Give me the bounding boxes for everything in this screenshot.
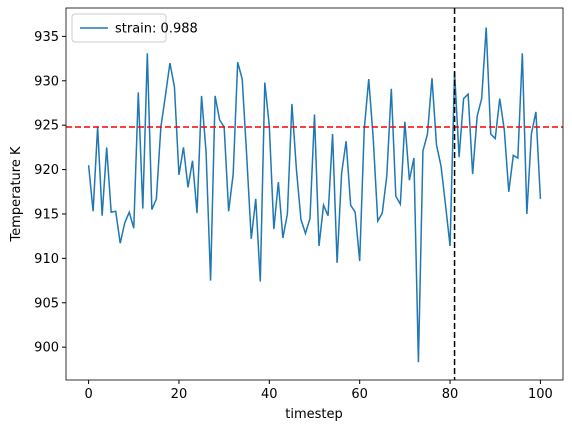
y-tick-label: 920 (34, 163, 59, 178)
plot-frame (65, 7, 564, 381)
x-axis-label: timestep (285, 407, 343, 422)
y-tick-label: 915 (34, 207, 59, 222)
x-tick-label: 60 (351, 387, 368, 402)
x-tick-label: 20 (171, 387, 188, 402)
y-tick-label: 905 (34, 296, 59, 311)
x-tick-label: 0 (84, 387, 92, 402)
x-tick-label: 40 (261, 387, 278, 402)
x-tick-label: 80 (442, 387, 459, 402)
y-tick-label: 930 (34, 74, 59, 89)
y-tick-label: 935 (34, 30, 59, 45)
y-tick-label: 900 (34, 341, 59, 356)
y-tick-label: 910 (34, 252, 59, 267)
line (87, 27, 542, 363)
y-axis-label: Temperature K (9, 146, 24, 242)
x-tick-label: 100 (528, 387, 553, 402)
legend-box (71, 13, 167, 43)
y-tick-label: 925 (34, 119, 59, 134)
legend-label: strain: 0.988 (115, 22, 198, 37)
